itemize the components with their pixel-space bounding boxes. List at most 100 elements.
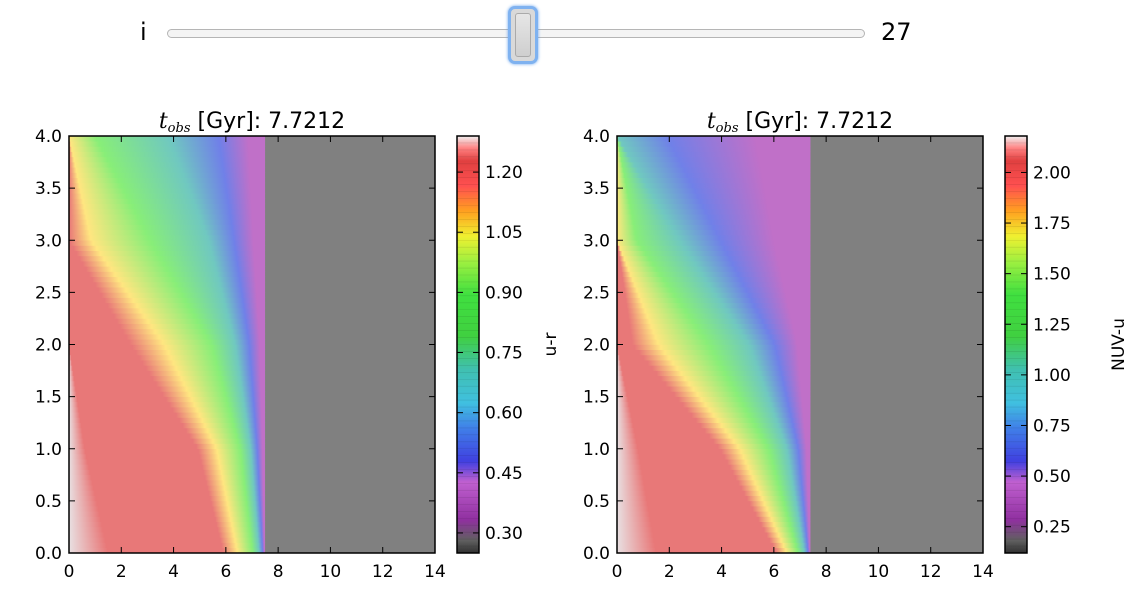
heatmap-row (69, 344, 266, 351)
heatmap-row (617, 396, 811, 403)
heatmap-row (69, 328, 266, 335)
heatmap-row (617, 443, 811, 450)
heatmap-row (69, 297, 266, 304)
heatmap-row (617, 198, 811, 205)
heatmap-row (617, 328, 811, 335)
title-text: [Gyr]: 7.7212 (191, 109, 346, 134)
heatmap-row (69, 479, 266, 486)
y-tick-label: 4.0 (35, 127, 62, 147)
heatmap-row (617, 229, 811, 236)
heatmap-row (617, 349, 811, 356)
title-text: [Gyr]: 7.7212 (739, 109, 894, 134)
x-tick-label: 8 (821, 562, 832, 582)
heatmap-row (69, 307, 266, 314)
heatmap-row (69, 453, 266, 460)
heatmap-row (617, 427, 811, 434)
heatmap-row (69, 511, 266, 517)
heatmap-row (617, 245, 811, 251)
heatmap-row (69, 490, 266, 496)
heatmap-row (69, 474, 266, 481)
heatmap-row (617, 187, 811, 194)
heatmap-row (69, 432, 266, 439)
heatmap-row (617, 474, 811, 481)
slider-handle[interactable] (507, 6, 538, 64)
heatmap-row (69, 198, 266, 205)
heatmap-row (69, 302, 266, 309)
heatmap-row (69, 505, 266, 512)
heatmap-row (69, 333, 266, 340)
heatmap-row (617, 505, 811, 512)
heatmap-row (69, 151, 266, 158)
heatmap-row (69, 526, 266, 533)
y-tick-label: 1.0 (35, 440, 62, 460)
heatmap-row (69, 521, 266, 528)
colorbar (457, 136, 479, 553)
heatmap-row (69, 370, 266, 377)
heatmap-row (69, 359, 266, 366)
colorbar-frame (1004, 135, 1028, 554)
y-tick-label: 0.0 (35, 544, 62, 564)
heatmap-row (617, 438, 811, 444)
heatmap-row (69, 547, 266, 553)
heatmap-row (69, 380, 266, 387)
y-tick-label: 3.0 (35, 231, 62, 251)
heatmap-row (617, 219, 811, 225)
heatmap-row (69, 208, 266, 215)
heatmap-row (617, 375, 811, 382)
y-tick-label: 1.5 (35, 388, 62, 408)
colorbar-tick-label: 0.75 (1033, 416, 1071, 436)
heatmap-row (69, 542, 266, 549)
heatmap-row (617, 422, 811, 429)
heatmap-row (69, 469, 266, 476)
heatmap-row (617, 307, 811, 314)
heatmap-row (69, 193, 266, 199)
colorbar-tick-label: 0.25 (1033, 518, 1071, 538)
heatmap-row (69, 323, 266, 330)
heatmap-row (617, 547, 811, 553)
heatmap-row (69, 219, 266, 225)
heatmap-row (617, 495, 811, 502)
heatmap-row (69, 417, 266, 423)
y-tick-label: 2.5 (35, 283, 62, 303)
heatmap-row (617, 239, 811, 246)
heatmap-row (617, 479, 811, 486)
heatmap-row (617, 370, 811, 377)
heatmap-row (617, 193, 811, 199)
y-tick-label: 2.5 (583, 283, 610, 303)
heatmap-row (617, 453, 811, 460)
heatmap-row (617, 151, 811, 158)
heatmap-row (69, 338, 266, 345)
x-tick-label: 6 (220, 562, 231, 582)
colorbar-tick-label: 0.50 (1033, 467, 1071, 487)
y-tick-label: 1.0 (583, 440, 610, 460)
heatmap-row (617, 172, 811, 178)
heatmap-row (617, 401, 811, 408)
heatmap-row (69, 537, 266, 543)
title-var: t (159, 109, 168, 134)
heatmap-row (617, 338, 811, 345)
x-tick-label: 8 (273, 562, 284, 582)
heatmap-row (617, 432, 811, 439)
heatmap-row (69, 401, 266, 408)
heatmap-row (617, 146, 811, 152)
heatmap-row (617, 260, 811, 267)
slider-value: 27 (881, 18, 912, 46)
y-tick-label: 0.5 (583, 492, 610, 512)
heatmap-row (69, 229, 266, 236)
heatmap-row (69, 213, 266, 220)
x-tick-label: 10 (320, 562, 342, 582)
heatmap-row (69, 271, 266, 278)
heatmap-row (69, 443, 266, 450)
heatmap-row (617, 140, 811, 147)
heatmap-row (617, 234, 811, 241)
y-tick-label: 0.0 (583, 544, 610, 564)
heatmap-row (69, 385, 266, 392)
x-tick-label: 14 (424, 562, 446, 582)
heatmap-row (69, 349, 266, 356)
heatmap-row (69, 292, 266, 298)
x-tick-label: 6 (768, 562, 779, 582)
heatmap-row (617, 406, 811, 413)
y-tick-label: 1.5 (583, 388, 610, 408)
heatmap-row (69, 495, 266, 502)
x-tick-label: 2 (664, 562, 675, 582)
